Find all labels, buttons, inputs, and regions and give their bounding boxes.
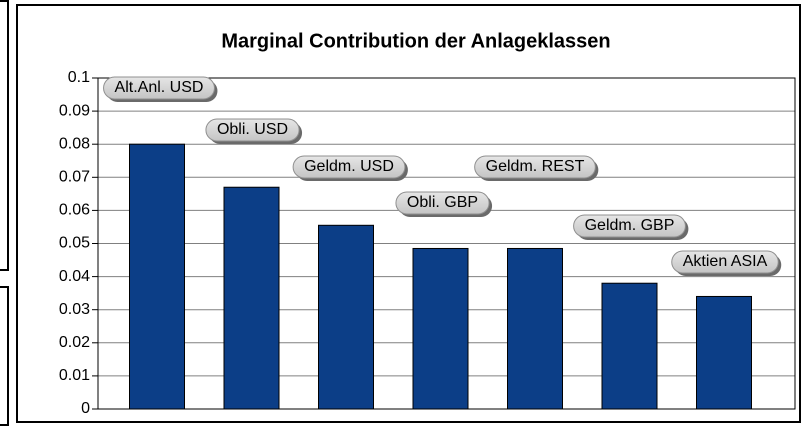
callout-box — [671, 250, 779, 274]
callout-box — [205, 118, 300, 142]
callout-box — [395, 191, 490, 215]
callout-box — [292, 155, 406, 179]
category-callout: Alt.Anl. USD — [103, 76, 218, 102]
category-label: Aktien ASIA — [683, 253, 768, 270]
y-tick-label: 0.08 — [59, 135, 90, 152]
callout-box — [573, 214, 686, 238]
category-callout: Obli. USD — [205, 118, 303, 144]
category-callout: Geldm. REST — [474, 155, 599, 181]
category-label: Geldm. REST — [486, 158, 585, 175]
category-callout: Geldm. GBP — [573, 214, 689, 240]
category-label: Obli. USD — [217, 121, 288, 138]
y-tick-label: 0.03 — [59, 301, 90, 318]
bar — [601, 282, 658, 410]
callout-box — [474, 155, 596, 179]
category-label: Geldm. USD — [304, 158, 394, 175]
y-tick-label: 0.06 — [59, 202, 90, 219]
category-label: Alt.Anl. USD — [115, 79, 204, 96]
callout-box — [103, 76, 215, 100]
category-callout: Obli. GBP — [395, 191, 493, 217]
bar — [129, 143, 185, 410]
side-frame — [0, 286, 9, 426]
bar — [507, 247, 563, 410]
category-label: Geldm. GBP — [585, 217, 675, 234]
y-tick-label: 0.02 — [59, 334, 90, 351]
y-tick-label: 0.07 — [59, 169, 90, 186]
y-tick-label: 0.04 — [59, 268, 90, 285]
y-tick-label: 0.1 — [68, 69, 90, 86]
bar — [412, 247, 469, 410]
y-tick-label: 0.01 — [59, 367, 90, 384]
category-label: Obli. GBP — [407, 194, 478, 211]
y-tick-label: 0.09 — [59, 102, 90, 119]
bar — [696, 295, 752, 410]
category-callout: Geldm. USD — [292, 155, 408, 181]
y-tick-label: 0.05 — [59, 235, 90, 252]
bar — [223, 186, 280, 410]
chart-title: Marginal Contribution der Anlageklassen — [221, 30, 610, 52]
side-frame — [0, 0, 9, 271]
category-callout: Aktien ASIA — [671, 250, 782, 276]
bar — [318, 224, 374, 410]
y-tick-label: 0 — [81, 400, 90, 417]
